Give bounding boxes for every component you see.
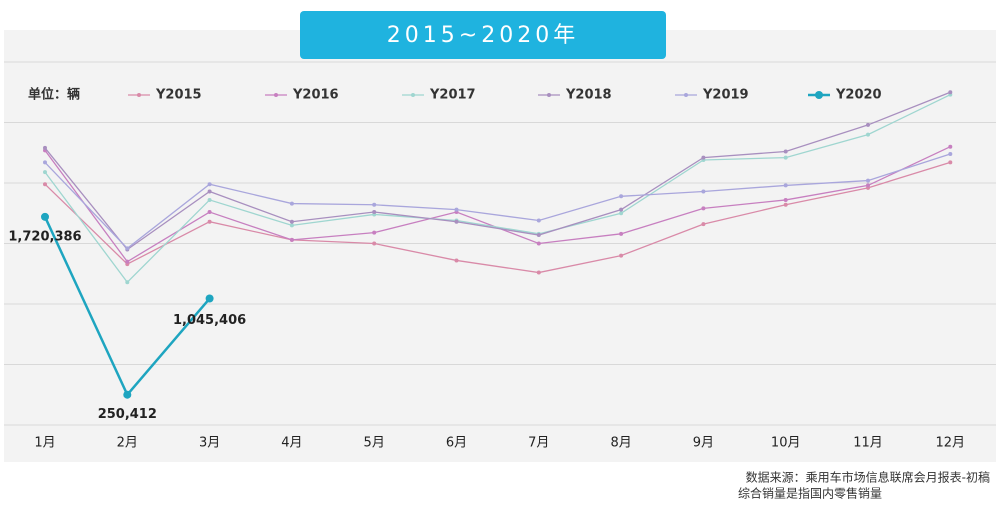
point bbox=[454, 258, 459, 263]
point bbox=[701, 189, 706, 194]
point bbox=[207, 197, 212, 202]
point bbox=[701, 155, 706, 160]
point bbox=[125, 280, 130, 285]
point bbox=[454, 219, 459, 224]
x-tick-label: 6月 bbox=[446, 436, 467, 451]
legend-label: Y2020 bbox=[835, 88, 882, 103]
legend-label: Y2015 bbox=[155, 88, 202, 103]
x-tick-label: 8月 bbox=[610, 436, 631, 451]
point bbox=[536, 241, 541, 246]
x-tick-label: 7月 bbox=[528, 436, 549, 451]
point bbox=[125, 246, 130, 251]
point bbox=[619, 194, 624, 199]
point bbox=[701, 206, 706, 211]
legend-marker bbox=[274, 93, 278, 97]
point bbox=[41, 212, 49, 221]
point bbox=[619, 207, 624, 212]
point bbox=[207, 219, 212, 224]
legend-marker bbox=[815, 91, 823, 99]
title-banner bbox=[300, 11, 666, 59]
point bbox=[454, 207, 459, 212]
point bbox=[948, 144, 953, 149]
x-tick-label: 9月 bbox=[693, 436, 714, 451]
legend-label: Y2016 bbox=[292, 88, 339, 103]
point bbox=[207, 182, 212, 187]
point bbox=[948, 160, 953, 165]
x-tick-label: 5月 bbox=[364, 436, 385, 451]
legend-marker bbox=[684, 93, 688, 97]
point bbox=[866, 178, 870, 183]
unit-label: 单位：辆 bbox=[28, 87, 80, 103]
series-line bbox=[44, 153, 951, 250]
point bbox=[866, 183, 870, 188]
point bbox=[205, 294, 214, 303]
point bbox=[701, 222, 706, 227]
point bbox=[43, 145, 47, 150]
point bbox=[536, 218, 541, 223]
x-tick-label: 4月 bbox=[281, 436, 302, 451]
legend-label: Y2017 bbox=[429, 88, 476, 103]
plot-panel bbox=[4, 30, 996, 462]
chart-title: 2015~2020年 bbox=[387, 23, 579, 48]
x-tick-label: 11月 bbox=[853, 436, 883, 451]
legend-label: Y2019 bbox=[702, 88, 749, 103]
point bbox=[948, 90, 953, 95]
value-label: 1,045,406 bbox=[173, 313, 246, 328]
series-line bbox=[44, 161, 951, 274]
point bbox=[948, 151, 953, 156]
point bbox=[289, 219, 294, 224]
legend-marker bbox=[411, 93, 415, 97]
point bbox=[783, 183, 788, 188]
point bbox=[207, 189, 212, 194]
x-tick-label: 12月 bbox=[936, 436, 966, 451]
series-line bbox=[44, 91, 951, 251]
point bbox=[125, 259, 130, 264]
point bbox=[783, 202, 788, 207]
point bbox=[289, 237, 294, 242]
point bbox=[783, 149, 788, 154]
legend-label: Y2018 bbox=[565, 88, 612, 103]
point bbox=[866, 132, 870, 137]
point bbox=[536, 233, 541, 238]
legend-marker bbox=[137, 93, 141, 97]
source: 数据来源：乘用车市场信息联席会月报表-初稿 bbox=[746, 470, 990, 485]
point bbox=[372, 230, 377, 235]
x-tick-label: 10月 bbox=[771, 436, 801, 451]
series-line bbox=[44, 94, 951, 284]
x-tick-label: 3月 bbox=[199, 436, 220, 451]
point bbox=[372, 241, 377, 246]
source-note: 综合销量是指国内零售销量 bbox=[738, 486, 882, 501]
point bbox=[289, 201, 294, 206]
point bbox=[783, 155, 788, 160]
point bbox=[43, 160, 47, 165]
value-label: 250,412 bbox=[98, 407, 157, 422]
legend-marker bbox=[547, 93, 551, 97]
point bbox=[536, 270, 541, 275]
x-tick-label: 2月 bbox=[117, 436, 138, 451]
point bbox=[289, 223, 294, 228]
point bbox=[619, 253, 624, 258]
point bbox=[619, 231, 624, 236]
point bbox=[372, 202, 377, 207]
point bbox=[43, 182, 47, 187]
point bbox=[207, 210, 212, 215]
point bbox=[123, 390, 132, 399]
point bbox=[43, 170, 47, 175]
point bbox=[372, 210, 377, 215]
point bbox=[619, 211, 624, 216]
point bbox=[783, 197, 788, 202]
x-tick-label: 1月 bbox=[34, 436, 55, 451]
value-label: 1,720,386 bbox=[8, 229, 81, 244]
point bbox=[866, 122, 870, 127]
